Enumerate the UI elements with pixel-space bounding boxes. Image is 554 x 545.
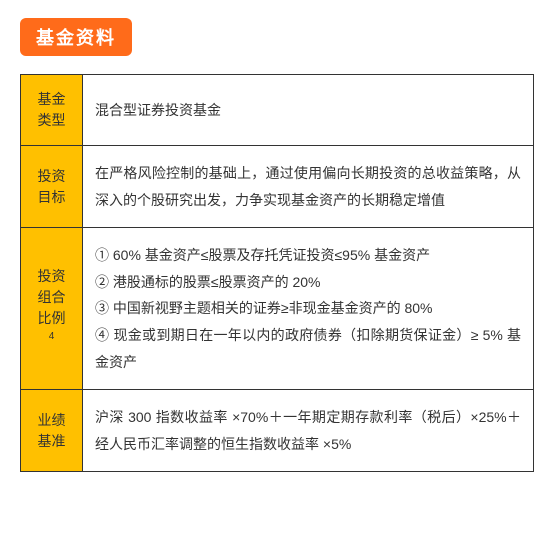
fund-info-table: 基金 类型 混合型证券投资基金 投资 目标 在严格风险控制的基础上，通过使用偏向…	[20, 74, 534, 472]
label-fund-type: 基金 类型	[21, 75, 83, 146]
content-fund-type: 混合型证券投资基金	[83, 75, 534, 146]
label-line: 类型	[33, 110, 70, 131]
content-benchmark: 沪深 300 指数收益率 ×70%＋一年期定期存款利率（税后）×25%＋ 经人民…	[83, 390, 534, 472]
content-investment-goal: 在严格风险控制的基础上，通过使用偏向长期投资的总收益策略，从深入的个股研究出发，…	[83, 146, 534, 228]
label-line: 基准	[33, 431, 70, 452]
label-investment-goal: 投资 目标	[21, 146, 83, 228]
label-line: 基金	[33, 89, 70, 110]
table-row: 投资 组合 比例 4 ① 60% 基金资产≤股票及存托凭证投资≤95% 基金资产…	[21, 228, 534, 390]
section-title-badge: 基金资料	[20, 18, 132, 56]
footnote-marker: 4	[49, 331, 55, 342]
content-portfolio-ratio: ① 60% 基金资产≤股票及存托凭证投资≤95% 基金资产② 港股通标的股票≤股…	[83, 228, 534, 390]
table-row: 投资 目标 在严格风险控制的基础上，通过使用偏向长期投资的总收益策略，从深入的个…	[21, 146, 534, 228]
label-line: 投资	[33, 166, 70, 187]
table-row: 业绩 基准 沪深 300 指数收益率 ×70%＋一年期定期存款利率（税后）×25…	[21, 390, 534, 472]
label-line: 目标	[33, 187, 70, 208]
label-line: 业绩	[33, 410, 70, 431]
label-line: 组合	[33, 287, 70, 308]
label-line: 比例 4	[33, 308, 70, 351]
label-portfolio-ratio: 投资 组合 比例 4	[21, 228, 83, 390]
label-line: 投资	[33, 266, 70, 287]
table-row: 基金 类型 混合型证券投资基金	[21, 75, 534, 146]
label-benchmark: 业绩 基准	[21, 390, 83, 472]
